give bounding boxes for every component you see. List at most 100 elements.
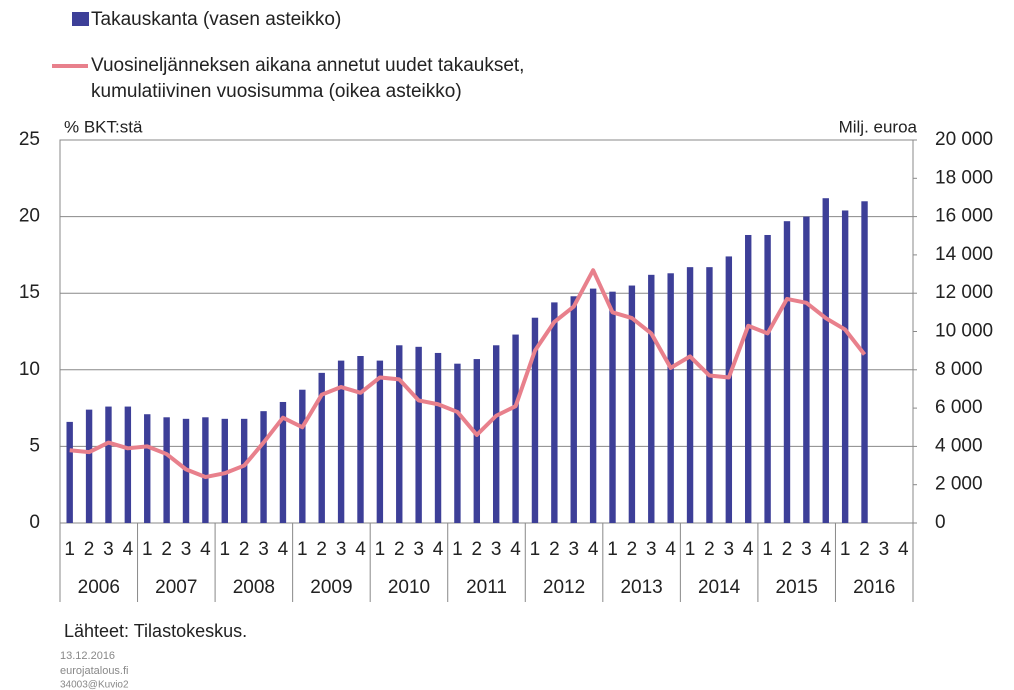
x-tick-label: 1 <box>297 539 308 560</box>
y2-tick-label: 2 000 <box>935 474 983 495</box>
bar <box>163 417 170 523</box>
y2-tick-label: 8 000 <box>935 359 983 380</box>
plot-frame <box>59 139 914 524</box>
year-label: 2007 <box>155 577 197 598</box>
bar <box>240 418 248 523</box>
x-tick-label: 1 <box>375 539 386 560</box>
year-label: 2012 <box>543 577 585 598</box>
x-tick-label: 4 <box>588 539 599 560</box>
x-tick-label: 2 <box>161 539 172 560</box>
bar <box>279 401 287 523</box>
y2-tick-label: 20 000 <box>935 129 993 150</box>
x-tick-label: 4 <box>355 539 366 560</box>
x-tick-label: 1 <box>607 539 618 560</box>
y2-tick-label: 0 <box>935 512 946 533</box>
x-tick-label: 4 <box>743 539 754 560</box>
line <box>69 268 867 480</box>
bar <box>85 409 93 523</box>
x-tick-label: 2 <box>84 539 95 560</box>
footer-date: 13.12.2016 <box>60 650 115 662</box>
bar <box>783 221 791 524</box>
y-tick-label: 20 <box>19 206 40 227</box>
y2-tick-label: 4 000 <box>935 435 983 456</box>
footer-id: 34003@Kuvio2 <box>60 680 129 690</box>
x-tick-label: 1 <box>762 539 773 560</box>
y-axis-label: % BKT:stä <box>64 117 143 136</box>
bar <box>376 360 384 523</box>
legend-swatch-bar <box>72 12 89 26</box>
bar <box>803 216 810 523</box>
bar <box>725 256 733 523</box>
y2-tick-label: 18 000 <box>935 167 993 188</box>
bar <box>706 267 713 523</box>
x-tick-label: 4 <box>123 539 134 560</box>
bar <box>124 406 132 523</box>
x-tick-label: 3 <box>413 539 424 560</box>
x-tick-label: 4 <box>510 539 521 560</box>
bar <box>822 198 829 523</box>
year-label: 2010 <box>388 577 430 598</box>
year-label: 2008 <box>233 577 275 598</box>
year-label: 2014 <box>698 577 741 598</box>
bar <box>745 234 752 523</box>
y2-tick-label: 12 000 <box>935 282 993 303</box>
bar <box>667 273 674 523</box>
bar <box>492 345 500 523</box>
bar <box>144 414 151 523</box>
bar <box>764 234 771 523</box>
year-label: 2016 <box>853 577 895 598</box>
bar <box>531 317 539 523</box>
bar <box>648 274 655 523</box>
bar <box>512 334 519 523</box>
bar <box>221 418 228 523</box>
x-tick-label: 2 <box>782 539 793 560</box>
source: Lähteet: Tilastokeskus. <box>64 621 247 641</box>
bar <box>841 210 849 524</box>
x-tick-label: 4 <box>433 539 444 560</box>
y2-tick-label: 14 000 <box>935 244 993 265</box>
x-tick-label: 3 <box>568 539 579 560</box>
year-label: 2015 <box>776 577 818 598</box>
x-tick-label: 3 <box>103 539 114 560</box>
legend-entry: Vuosineljänneksen aikana annetut uudet t… <box>91 55 525 102</box>
x-tick-label: 1 <box>530 539 541 560</box>
x-tick-label: 1 <box>64 539 75 560</box>
bar <box>66 421 73 523</box>
bar <box>454 363 461 523</box>
bar <box>551 302 558 523</box>
x-tick-label: 1 <box>685 539 696 560</box>
x-tick-label: 1 <box>219 539 230 560</box>
bar <box>609 291 616 523</box>
x-tick-label: 2 <box>859 539 870 560</box>
year-label: 2006 <box>78 577 120 598</box>
x-tick-label: 4 <box>898 539 909 560</box>
bar <box>686 267 694 523</box>
y-tick-label: 25 <box>19 129 40 150</box>
bar <box>105 406 112 523</box>
x-tick-label: 2 <box>549 539 560 560</box>
bar <box>202 417 209 523</box>
x-tick-label: 2 <box>704 539 715 560</box>
bar <box>357 356 364 523</box>
x-tick-label: 1 <box>452 539 463 560</box>
bar <box>415 346 422 523</box>
x-tick-label: 4 <box>278 539 289 560</box>
year-label: 2009 <box>310 577 352 598</box>
bar <box>589 288 597 523</box>
x-tick-label: 3 <box>491 539 502 560</box>
y2-tick-label: 6 000 <box>935 397 983 418</box>
x-tick-label: 1 <box>840 539 851 560</box>
bar <box>434 352 442 523</box>
x-tick-label: 3 <box>724 539 735 560</box>
bar <box>628 285 636 523</box>
x-tick-label: 2 <box>239 539 250 560</box>
legend-entry: Takauskanta (vasen asteikko) <box>91 9 342 30</box>
x-tick-label: 3 <box>801 539 812 560</box>
x-tick-label: 3 <box>336 539 347 560</box>
x-tick-label: 2 <box>394 539 405 560</box>
x-tick-label: 3 <box>181 539 192 560</box>
x-tick-label: 2 <box>472 539 483 560</box>
bar <box>260 411 267 523</box>
